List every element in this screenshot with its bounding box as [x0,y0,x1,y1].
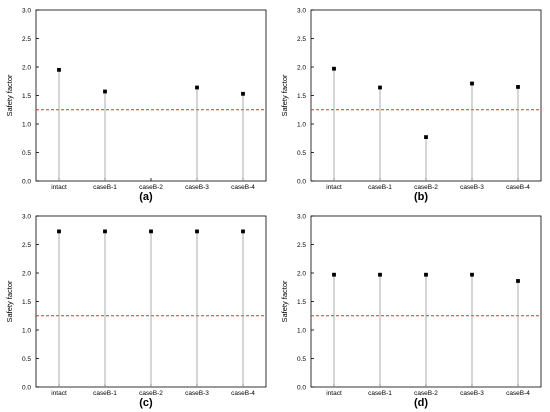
y-axis-label: Safety factor [5,280,14,323]
x-tick-label: intact [51,184,67,191]
y-tick-label: 1.5 [22,299,31,306]
x-tick-label: intact [326,390,342,397]
data-point [516,279,520,283]
x-tick-label: caseB-3 [185,184,209,191]
y-tick-label: 1.0 [297,328,306,335]
x-tick-label: caseB-2 [414,390,438,397]
x-tick-label: caseB-1 [368,184,392,191]
y-tick-label: 2.0 [297,271,306,278]
data-point [103,89,107,94]
x-tick-label: caseB-3 [460,184,484,191]
y-tick-label: 2.5 [297,242,306,249]
y-tick-label: 0.0 [22,385,31,392]
panel-label: (a) [139,191,153,203]
x-tick-label: caseB-4 [231,390,255,397]
y-tick-label: 0.0 [297,179,306,186]
data-point [378,272,382,277]
y-tick-label: 0.5 [297,356,306,363]
y-tick-label: 2.0 [22,271,31,278]
x-tick-label: caseB-4 [506,390,530,397]
data-point [470,81,474,86]
data-point [57,67,61,72]
data-point [332,66,336,71]
x-tick-label: caseB-3 [460,390,484,397]
y-tick-label: 3.0 [22,8,31,15]
x-tick-label: caseB-3 [185,390,209,397]
y-tick-label: 2.0 [22,65,31,72]
y-tick-label: 3.0 [297,8,306,15]
y-tick-label: 0.5 [22,356,31,363]
panel-label: (d) [414,397,428,409]
data-point [149,229,153,234]
y-tick-label: 0.0 [22,179,31,186]
x-tick-label: caseB-1 [368,390,392,397]
panel-label: (c) [139,397,153,409]
x-tick-label: intact [51,390,67,397]
data-point [195,229,199,234]
data-point [241,229,245,234]
y-tick-label: 2.5 [297,36,306,43]
y-tick-label: 2.5 [22,36,31,43]
x-tick-label: caseB-1 [93,184,117,191]
chart-panel-b: 0.0 0.5 1.0 1.5 2.0 2.5 3.0 Safety factor intact… [280,8,542,203]
y-axis-label: Safety factor [280,280,289,323]
chart-panel-a: 0.0 0.5 1.0 1.5 2.0 2.5 3.0 Safety factor intact… [5,8,267,203]
data-point [516,85,520,89]
x-tick-label: caseB-4 [231,184,255,191]
data-point [57,229,61,234]
y-tick-label: 3.0 [22,214,31,221]
chart-panel-d: 0.0 0.5 1.0 1.5 2.0 2.5 3.0 Safety factor intact… [280,214,542,409]
x-tick-label: caseB-1 [93,390,117,397]
y-tick-label: 2.0 [297,65,306,72]
data-point [195,85,199,90]
data-point [241,91,245,96]
data-point [332,272,336,277]
data-point [424,272,428,277]
panel-label: (b) [414,191,428,203]
y-tick-label: 0.5 [22,150,31,157]
y-tick-label: 3.0 [297,214,306,221]
y-tick-label: 1.5 [22,93,31,100]
data-point [378,85,382,90]
y-tick-label: 2.5 [22,242,31,249]
x-tick-label: caseB-2 [139,184,163,191]
y-axis-label: Safety factor [280,74,289,117]
data-point [424,135,428,140]
data-point [470,272,474,277]
y-axis-label: Safety factor [5,74,14,117]
y-tick-label: 1.0 [22,122,31,129]
y-tick-label: 1.5 [297,299,306,306]
y-tick-label: 1.0 [297,122,306,129]
x-tick-label: caseB-2 [139,390,163,397]
chart-panel-c: 0.0 0.5 1.0 1.5 2.0 2.5 3.0 Safety factor intact… [5,214,267,409]
y-tick-label: 0.0 [297,385,306,392]
y-tick-label: 1.5 [297,93,306,100]
x-tick-label: caseB-4 [506,184,530,191]
y-tick-label: 1.0 [22,328,31,335]
data-point [103,229,107,234]
y-tick-label: 0.5 [297,150,306,157]
x-tick-label: caseB-2 [414,184,438,191]
plot-frame [35,9,267,182]
x-tick-label: intact [326,184,342,191]
